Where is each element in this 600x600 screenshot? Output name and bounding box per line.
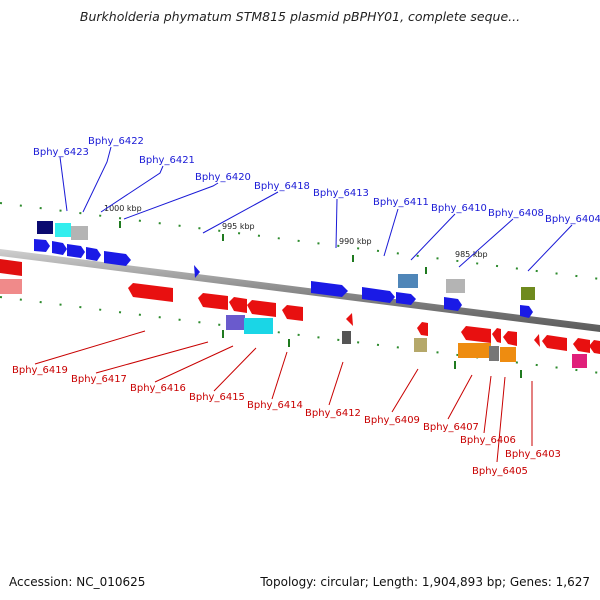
gene-block[interactable] [342, 331, 351, 344]
gene-label[interactable]: Bphy_6417 [71, 374, 127, 385]
topology-text: Topology: circular; Length: 1,904,893 bp… [260, 575, 590, 589]
gene-arrow[interactable] [503, 331, 517, 346]
gene-label[interactable]: Bphy_6410 [431, 203, 487, 214]
major-ticks [119, 221, 522, 378]
page-title: Burkholderia phymatum STM815 plasmid pBP… [79, 9, 521, 24]
gene-label[interactable]: Bphy_6420 [195, 172, 251, 183]
tick-track-top [0, 202, 600, 280]
gene-block[interactable] [37, 221, 53, 234]
gene-arrow[interactable] [0, 259, 22, 276]
gene-arrow[interactable] [362, 287, 395, 303]
gene-arrow[interactable] [194, 265, 200, 278]
scale-label: 990 kbp [339, 237, 372, 246]
gene-arrow[interactable] [492, 328, 501, 343]
gene-block[interactable] [0, 279, 22, 294]
gene-label[interactable]: Bphy_6414 [247, 400, 303, 411]
gene-block[interactable] [458, 343, 491, 358]
gene-arrow[interactable] [573, 338, 590, 353]
gene-label[interactable]: Bphy_6415 [189, 392, 245, 403]
gene-arrow[interactable] [417, 322, 428, 336]
gene-block[interactable] [500, 347, 516, 362]
gene-block[interactable] [521, 287, 535, 300]
gene-label[interactable]: Bphy_6411 [373, 197, 429, 208]
gene-label[interactable]: Bphy_6422 [88, 136, 144, 147]
gene-block[interactable] [398, 274, 418, 288]
reverse-leaders [34, 330, 533, 463]
gene-arrow[interactable] [534, 334, 540, 347]
gene-label[interactable]: Bphy_6416 [130, 383, 186, 394]
gene-label[interactable]: Bphy_6404 [545, 214, 600, 225]
gene-label[interactable]: Bphy_6407 [423, 422, 479, 433]
gene-arrow[interactable] [346, 313, 353, 326]
gene-label[interactable]: Bphy_6421 [139, 155, 195, 166]
reverse-genes [0, 259, 600, 368]
gene-arrow[interactable] [589, 340, 600, 354]
gene-arrow[interactable] [444, 297, 462, 311]
gene-arrow[interactable] [311, 281, 348, 297]
gene-arrow[interactable] [128, 283, 173, 302]
gene-label[interactable]: Bphy_6408 [488, 208, 544, 219]
genome-backbone [0, 249, 600, 332]
gene-label[interactable]: Bphy_6412 [305, 408, 361, 419]
gene-label[interactable]: Bphy_6423 [33, 147, 89, 158]
gene-arrow[interactable] [229, 297, 247, 313]
gene-block[interactable] [244, 318, 273, 334]
gene-arrow[interactable] [542, 335, 567, 351]
gene-block[interactable] [71, 226, 88, 240]
scale-label: 1000 kbp [104, 204, 142, 213]
gene-arrow[interactable] [34, 239, 50, 252]
forward-genes [34, 221, 535, 318]
gene-label[interactable]: Bphy_6419 [12, 365, 68, 376]
scale-label: 995 kbp [222, 222, 255, 231]
gene-arrow[interactable] [104, 251, 131, 266]
forward-leaders [59, 146, 573, 272]
gene-arrow[interactable] [396, 292, 416, 305]
tick-track-bottom [0, 296, 600, 374]
gene-arrow[interactable] [86, 247, 101, 261]
gene-block[interactable] [572, 354, 587, 368]
gene-label[interactable]: Bphy_6409 [364, 415, 420, 426]
gene-label[interactable]: Bphy_6403 [505, 449, 561, 460]
gene-label[interactable]: Bphy_6413 [313, 188, 369, 199]
gene-block[interactable] [414, 338, 427, 352]
gene-arrow[interactable] [247, 300, 276, 317]
gene-label[interactable]: Bphy_6406 [460, 435, 516, 446]
scale-label: 985 kbp [455, 250, 488, 259]
gene-arrow[interactable] [52, 241, 67, 255]
gene-label[interactable]: Bphy_6418 [254, 181, 310, 192]
gene-block[interactable] [489, 346, 499, 361]
gene-arrow[interactable] [461, 326, 491, 343]
gene-label[interactable]: Bphy_6405 [472, 466, 528, 477]
gene-arrow[interactable] [282, 305, 303, 321]
accession-text: Accession: NC_010625 [9, 575, 146, 589]
gene-block[interactable] [226, 315, 245, 330]
gene-arrow[interactable] [198, 293, 228, 310]
gene-block[interactable] [446, 279, 465, 293]
gene-arrow[interactable] [67, 244, 85, 258]
gene-block[interactable] [55, 223, 71, 237]
gene-arrow[interactable] [520, 305, 533, 318]
